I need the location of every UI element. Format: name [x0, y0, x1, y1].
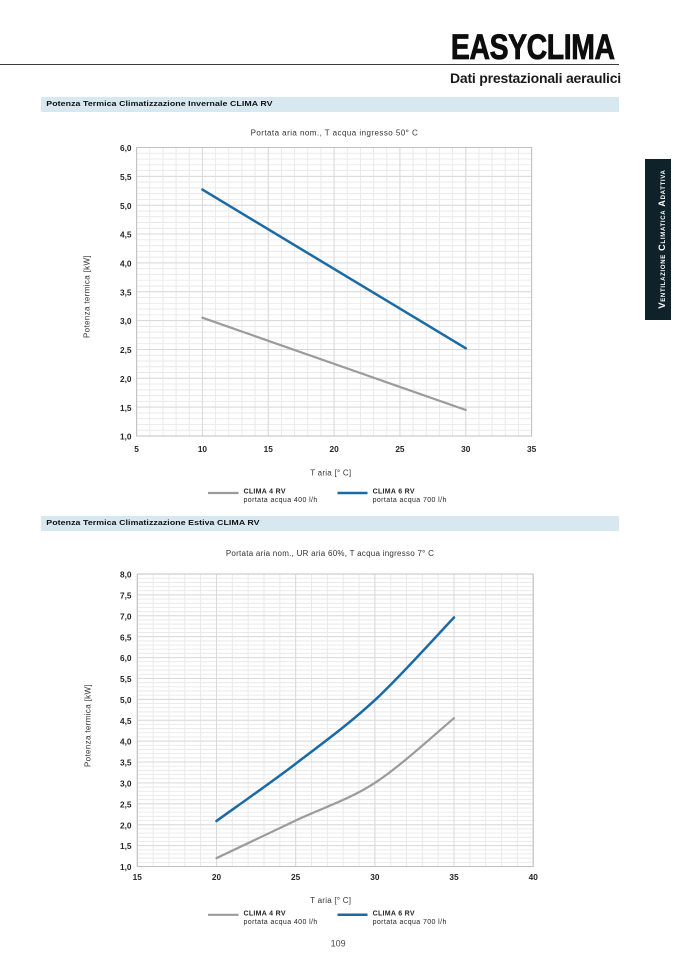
svg-text:6,5: 6,5: [120, 632, 132, 642]
svg-text:portata acqua 400 l/h: portata acqua 400 l/h: [244, 919, 318, 926]
svg-text:CLIMA 6 RV: CLIMA 6 RV: [373, 488, 415, 495]
svg-text:2,0: 2,0: [120, 820, 132, 830]
svg-text:2,5: 2,5: [120, 345, 132, 355]
svg-text:CLIMA 4 RV: CLIMA 4 RV: [244, 488, 286, 495]
svg-text:Portata aria nom., UR aria 60%: Portata aria nom., UR aria 60%, T acqua …: [226, 549, 434, 558]
svg-text:5,5: 5,5: [120, 674, 132, 684]
svg-text:6,0: 6,0: [120, 143, 132, 153]
svg-text:15: 15: [264, 444, 274, 454]
svg-text:20: 20: [212, 872, 222, 882]
svg-text:35: 35: [527, 444, 537, 454]
svg-text:5,5: 5,5: [120, 172, 132, 182]
svg-text:CLIMA 6 RV: CLIMA 6 RV: [373, 910, 415, 917]
svg-text:1,0: 1,0: [120, 862, 132, 872]
svg-text:Potenza termica [kW]: Potenza termica [kW]: [83, 255, 92, 338]
svg-text:30: 30: [370, 872, 380, 882]
svg-text:3,0: 3,0: [120, 779, 132, 789]
svg-text:Potenza termica [kW]: Potenza termica [kW]: [84, 684, 93, 767]
svg-text:4,0: 4,0: [120, 259, 132, 269]
svg-text:20: 20: [329, 444, 339, 454]
svg-text:2,5: 2,5: [120, 799, 132, 809]
svg-text:109: 109: [331, 939, 346, 949]
svg-text:8,0: 8,0: [120, 570, 132, 580]
svg-text:portata acqua 700 l/h: portata acqua 700 l/h: [373, 497, 447, 504]
svg-text:7,5: 7,5: [120, 590, 132, 600]
svg-text:15: 15: [133, 872, 143, 882]
svg-text:4,0: 4,0: [120, 737, 132, 747]
svg-text:6,0: 6,0: [120, 653, 132, 663]
svg-text:25: 25: [291, 872, 301, 882]
svg-text:3,5: 3,5: [120, 758, 132, 768]
svg-text:portata acqua 400 l/h: portata acqua 400 l/h: [244, 497, 318, 504]
svg-text:5,0: 5,0: [120, 695, 132, 705]
svg-text:Portata aria nom., T acqua ing: Portata aria nom., T acqua ingresso 50° …: [251, 128, 419, 137]
svg-text:35: 35: [449, 872, 459, 882]
svg-text:40: 40: [529, 872, 539, 882]
svg-text:7,0: 7,0: [120, 611, 132, 621]
svg-text:1,5: 1,5: [120, 403, 132, 413]
svg-text:30: 30: [461, 444, 471, 454]
svg-text:10: 10: [198, 444, 208, 454]
svg-text:25: 25: [395, 444, 405, 454]
svg-text:portata acqua 700 l/h: portata acqua 700 l/h: [373, 919, 447, 926]
svg-text:5: 5: [134, 444, 139, 454]
svg-text:CLIMA 4 RV: CLIMA 4 RV: [244, 910, 286, 917]
svg-text:4,5: 4,5: [120, 230, 132, 240]
svg-text:3,5: 3,5: [120, 287, 132, 297]
svg-text:2,0: 2,0: [120, 374, 132, 384]
svg-text:T aria [° C]: T aria [° C]: [310, 469, 351, 478]
svg-text:T aria [° C]: T aria [° C]: [310, 896, 351, 905]
svg-text:4,5: 4,5: [120, 716, 132, 726]
svg-text:3,0: 3,0: [120, 316, 132, 326]
svg-text:1,0: 1,0: [120, 432, 132, 442]
svg-text:1,5: 1,5: [120, 841, 132, 851]
svg-text:5,0: 5,0: [120, 201, 132, 211]
